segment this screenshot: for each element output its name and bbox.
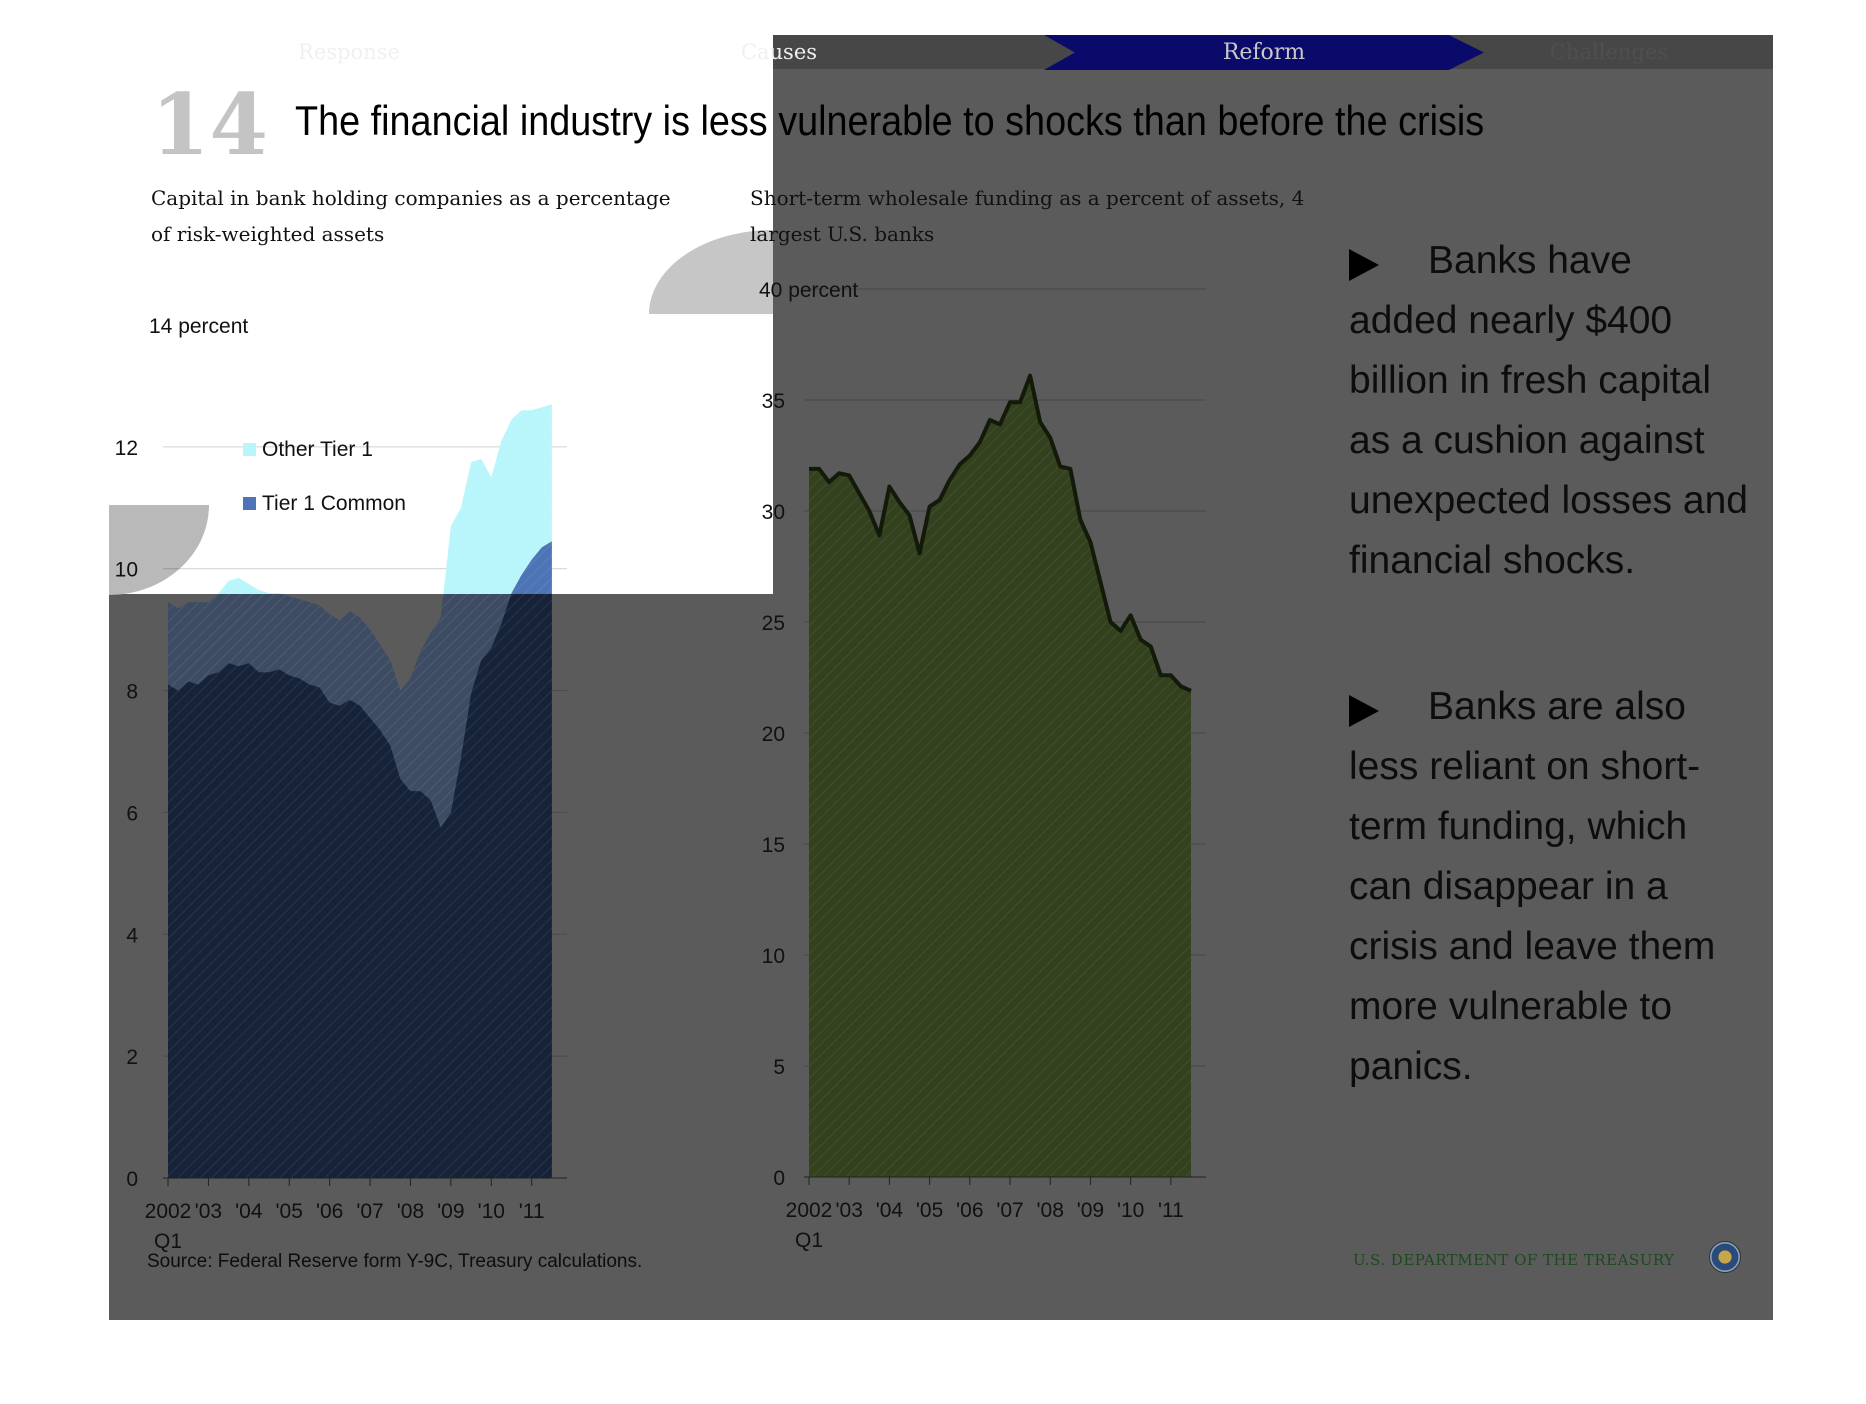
slide: Response Causes Reform Challenges 14 The… <box>109 35 1773 1320</box>
y-tick-label: 8 <box>126 681 138 704</box>
legend-label-tier1-common: Tier 1 Common <box>262 492 406 515</box>
page-curl-white-panel <box>109 35 773 594</box>
y-tick-label: 2 <box>126 1046 138 1069</box>
y-tick-label: 10 <box>115 559 138 582</box>
legend-label-other-tier1: Other Tier 1 <box>262 438 373 461</box>
bullet-text: Banks are also less reliant on short-ter… <box>1349 685 1716 1088</box>
bullet-arrow-icon <box>1349 695 1379 727</box>
area-hatch-overlay <box>168 404 552 1178</box>
bullet-point-capital: Banks have added nearly $400 billion in … <box>1349 231 1749 591</box>
y-tick-label: 10 <box>762 945 785 968</box>
y-tick-label: 25 <box>762 612 785 635</box>
y-tick-label: 20 <box>762 723 785 746</box>
legend-swatch-tier1-common <box>243 497 256 510</box>
x-tick-label: '08 <box>397 1200 424 1223</box>
x-tick-label: '05 <box>276 1200 303 1223</box>
bullet-point-funding: Banks are also less reliant on short-ter… <box>1349 677 1749 1097</box>
treasury-wordmark: U.S. DEPARTMENT OF THE TREASURY <box>1353 1251 1675 1269</box>
line-wholesale-funding <box>809 373 1192 693</box>
x-tick-label: '10 <box>478 1200 505 1223</box>
x-tick-label: '07 <box>996 1199 1023 1222</box>
x-tick-label: 2002 <box>145 1200 192 1223</box>
x-tick-label: '09 <box>437 1200 464 1223</box>
x-tick-label: '03 <box>195 1200 222 1223</box>
chart1-title: Capital in bank holding companies as a p… <box>151 186 671 246</box>
slide-number: 14 <box>151 75 268 174</box>
bullet-arrow-icon <box>1349 249 1379 281</box>
y-tick-label: 0 <box>126 1168 138 1191</box>
x-tick-label: '04 <box>876 1199 904 1222</box>
x-tick-label: 2002 <box>786 1199 833 1222</box>
slide-title: The financial industry is less vulnerabl… <box>295 97 1485 144</box>
x-tick-label: '04 <box>235 1200 263 1223</box>
y-unit-label: 40 percent <box>759 279 858 302</box>
legend-swatch-other-tier1 <box>243 443 256 456</box>
y-tick-label: 5 <box>773 1056 785 1079</box>
nav-tab-causes[interactable]: Causes <box>740 40 818 64</box>
x-tick-label: '03 <box>836 1199 863 1222</box>
nav-tab-reform-arrow <box>1044 35 1484 70</box>
y-tick-label: 12 <box>115 437 138 460</box>
nav-tab-response[interactable]: Response <box>298 40 400 64</box>
x-tick-label: '09 <box>1077 1199 1104 1222</box>
x-tick-label: '11 <box>519 1200 545 1223</box>
y-tick-label: 6 <box>126 802 138 825</box>
y-unit-label: 14 percent <box>149 315 248 338</box>
source-note: Source: Federal Reserve form Y-9C, Treas… <box>147 1251 643 1272</box>
treasury-seal-icon <box>1709 1241 1741 1273</box>
x-tick-label: '07 <box>356 1200 383 1223</box>
y-tick-label: 15 <box>762 834 785 857</box>
y-tick-label: 30 <box>762 501 785 524</box>
x-tick-sublabel: Q1 <box>154 1230 182 1253</box>
x-tick-sublabel: Q1 <box>795 1229 823 1252</box>
area-hatch-overlay <box>809 375 1191 1178</box>
y-tick-label: 0 <box>773 1167 785 1190</box>
nav-tab-challenges[interactable]: Challenges <box>1549 40 1669 64</box>
chart2-title: Short-term wholesale funding as a percen… <box>750 186 1305 246</box>
capital-chart: 0 2 4 6 8 10 12 14 percent 2002'03 '04 '05 '06 '07 '0… <box>115 315 567 1253</box>
wholesale-funding-chart: 0 5 10 15 20 25 30 35 40 percent 2002'03 '04 '05 '06… <box>759 279 1206 1252</box>
key-points: Banks have added nearly $400 billion in … <box>1349 231 1749 1097</box>
x-tick-label: '10 <box>1117 1199 1144 1222</box>
y-tick-label: 4 <box>126 924 138 947</box>
x-tick-label: '06 <box>956 1199 983 1222</box>
x-tick-label: '11 <box>1158 1199 1184 1222</box>
x-tick-label: '06 <box>316 1200 343 1223</box>
bullet-text: Banks have added nearly $400 billion in … <box>1349 239 1748 582</box>
x-tick-label: '05 <box>916 1199 943 1222</box>
x-tick-label: '08 <box>1037 1199 1064 1222</box>
y-tick-label: 35 <box>762 390 785 413</box>
nav-tab-reform[interactable]: Reform <box>1222 40 1306 65</box>
